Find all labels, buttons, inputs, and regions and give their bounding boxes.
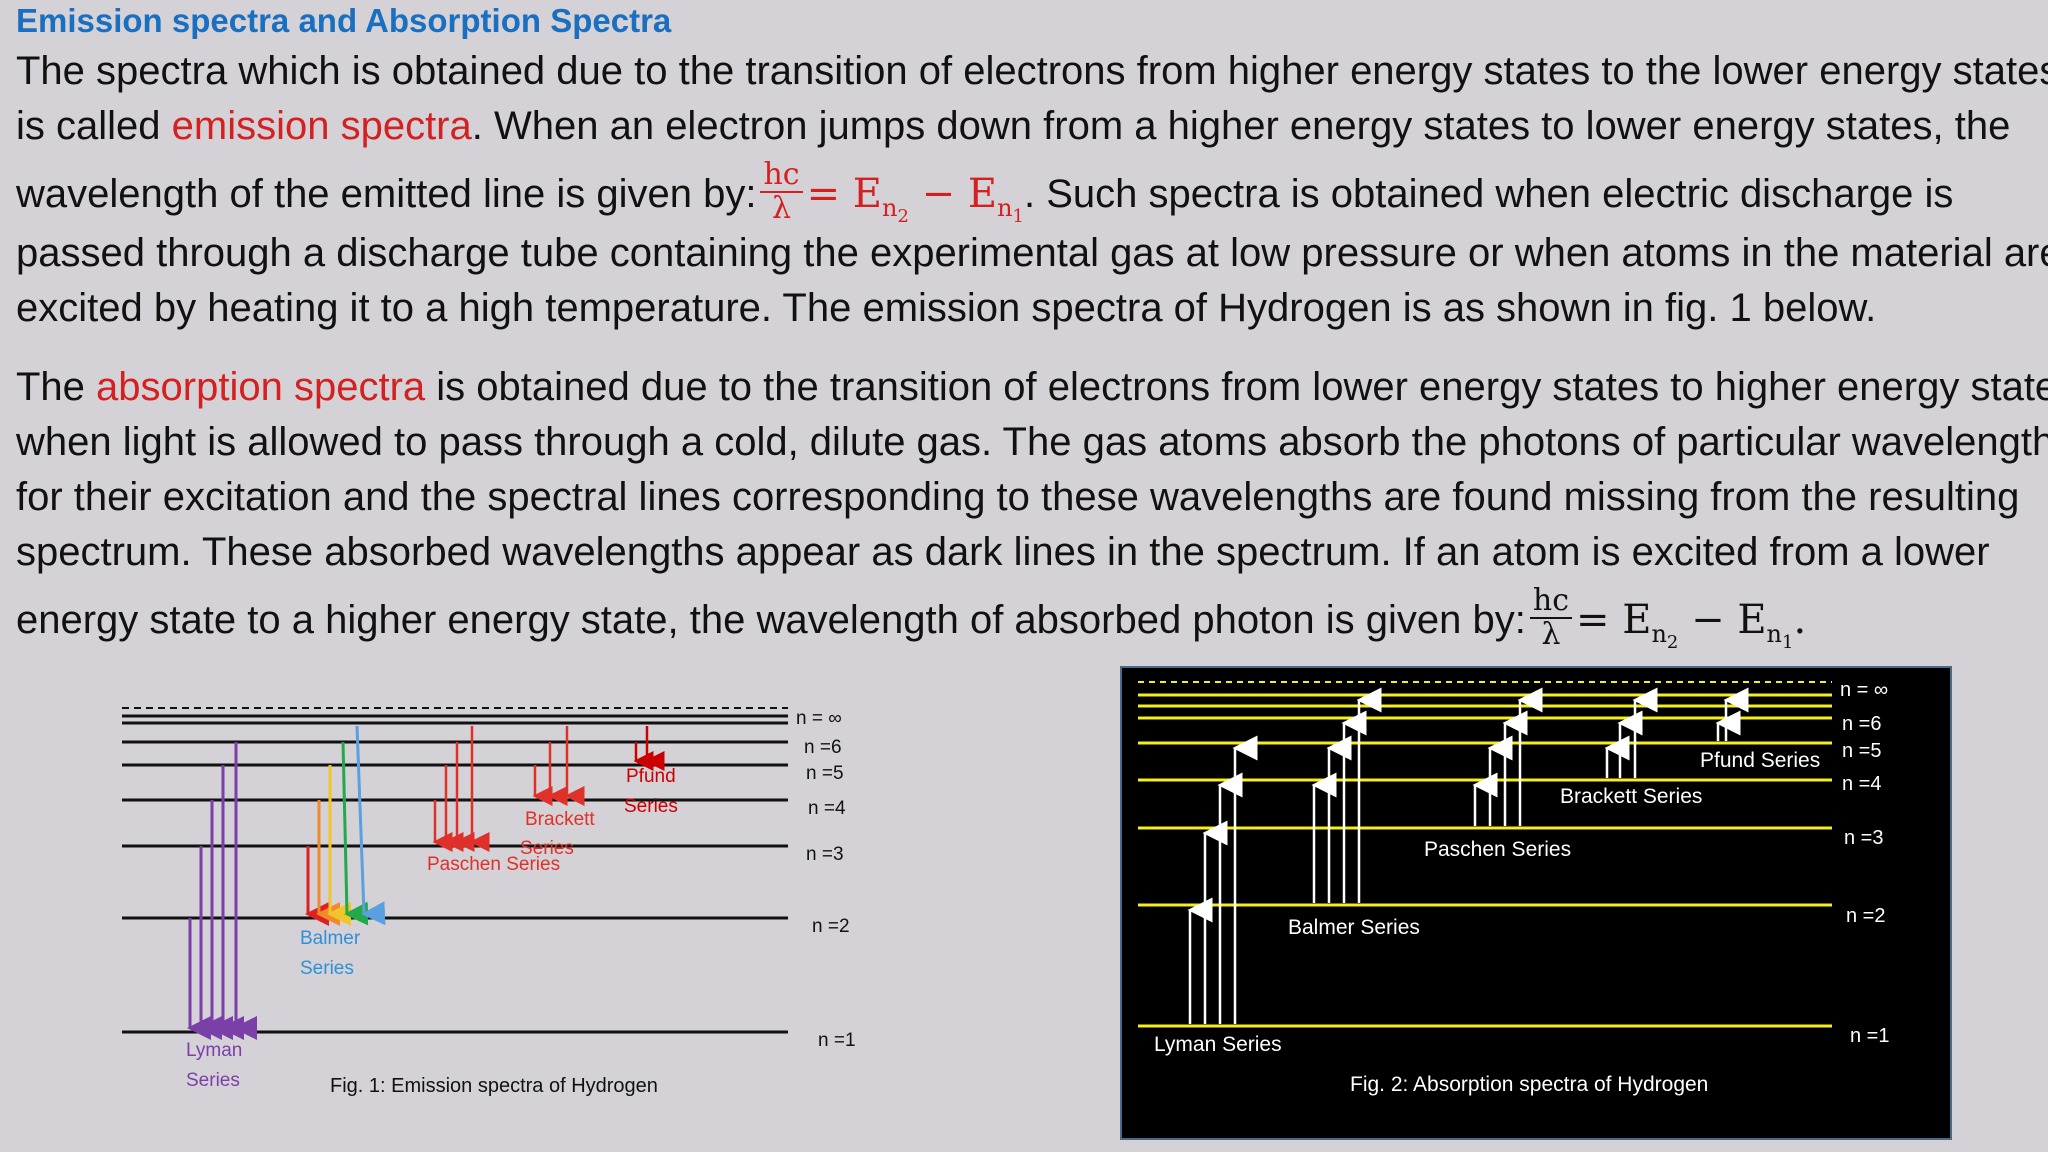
balmer-label: Balmer Series — [1288, 916, 1420, 939]
paschen-label: Paschen Series — [427, 854, 560, 875]
level-label-6: n =6 — [804, 737, 842, 758]
absorption-line-4: spectrum. These absorbed wavelengths app… — [16, 530, 1990, 574]
lyman-label: Lyman Series — [1154, 1033, 1282, 1056]
pfund-label: Pfund Series — [1700, 749, 1820, 772]
brackett-arrows — [1604, 687, 1658, 778]
level-label-6: n =6 — [1842, 713, 1881, 735]
level-label-3: n =3 — [1844, 827, 1883, 849]
paschen-arrows — [432, 726, 490, 852]
emission-line-2: is called emission spectra. When an elec… — [16, 104, 2011, 148]
level-label-4: n =4 — [1842, 773, 1881, 795]
absorption-diagram: n = ∞ n =6 n =5 n =4 n =3 n =2 n =1 Lyma… — [1120, 666, 1952, 1140]
absorption-line-5: energy state to a higher energy state, t… — [16, 583, 1807, 653]
lyman-label-1: Lyman — [186, 1040, 242, 1061]
balmer-arrow-blue — [355, 725, 386, 926]
emission-line-4: passed through a discharge tube containi… — [16, 231, 2048, 275]
absorption-paragraph: The absorption spectra is obtained due t… — [16, 360, 2048, 653]
level-label-3: n =3 — [806, 844, 844, 865]
emission-line-3: wavelength of the emitted line is given … — [16, 157, 1954, 227]
absorption-line-1: The absorption spectra is obtained due t… — [16, 365, 2048, 409]
level-label-inf: n = ∞ — [1840, 679, 1888, 701]
level-label-5: n =5 — [806, 763, 844, 784]
paschen-arrows — [1472, 687, 1543, 826]
level-label-2: n =2 — [812, 916, 850, 937]
pfund-label-1: Pfund — [626, 766, 676, 787]
brackett-label-1: Brackett — [525, 809, 595, 830]
absorption-line-2: when light is allowed to pass through a … — [16, 420, 2048, 464]
lyman-arrows — [1187, 735, 1258, 1024]
level-label-1: n =1 — [1850, 1025, 1889, 1047]
balmer-label-2: Series — [300, 958, 354, 979]
absorption-formula: hc λ = En2 − En1. — [1526, 585, 1806, 653]
brackett-arrows — [532, 726, 585, 806]
absorption-spectra-term: absorption spectra — [96, 365, 426, 409]
emission-line-5: excited by heating it to a high temperat… — [16, 286, 1877, 330]
lyman-label-2: Series — [186, 1070, 240, 1091]
pfund-label-2: Series — [624, 796, 678, 817]
absorption-line-3: for their excitation and the spectral li… — [16, 475, 2020, 519]
slide-title: Emission spectra and Absorption Spectra — [16, 2, 672, 39]
emission-diagram: n = ∞ n =6 n =5 n =4 n =3 n =2 n =1 Lyma… — [122, 707, 856, 1097]
emission-paragraph: The spectra which is obtained due to the… — [16, 44, 2048, 336]
balmer-arrows — [1311, 687, 1382, 903]
fig2-caption: Fig. 2: Absorption spectra of Hydrogen — [1350, 1073, 1708, 1096]
fig1-caption: Fig. 1: Emission spectra of Hydrogen — [330, 1075, 658, 1097]
emission-spectra-term: emission spectra — [171, 104, 472, 148]
level-label-1: n =1 — [818, 1030, 856, 1051]
absorption-panel — [1120, 666, 1952, 1140]
level-label-2: n =2 — [1846, 905, 1885, 927]
pfund-arrows — [633, 726, 665, 771]
paschen-label: Paschen Series — [1424, 838, 1571, 861]
emission-line-1: The spectra which is obtained due to the… — [16, 49, 2048, 93]
lyman-arrows — [187, 742, 257, 1040]
level-label-4: n =4 — [808, 798, 846, 819]
balmer-label-1: Balmer — [300, 928, 361, 949]
pfund-arrows — [1715, 687, 1749, 741]
brackett-label: Brackett Series — [1560, 785, 1702, 808]
balmer-arrow-green — [341, 741, 369, 926]
level-label-5: n =5 — [1842, 740, 1881, 762]
emission-formula: hc λ = En2 − En1 — [756, 159, 1024, 227]
brackett-label-2: Series — [520, 838, 574, 859]
level-label-inf: n = ∞ — [796, 708, 842, 729]
